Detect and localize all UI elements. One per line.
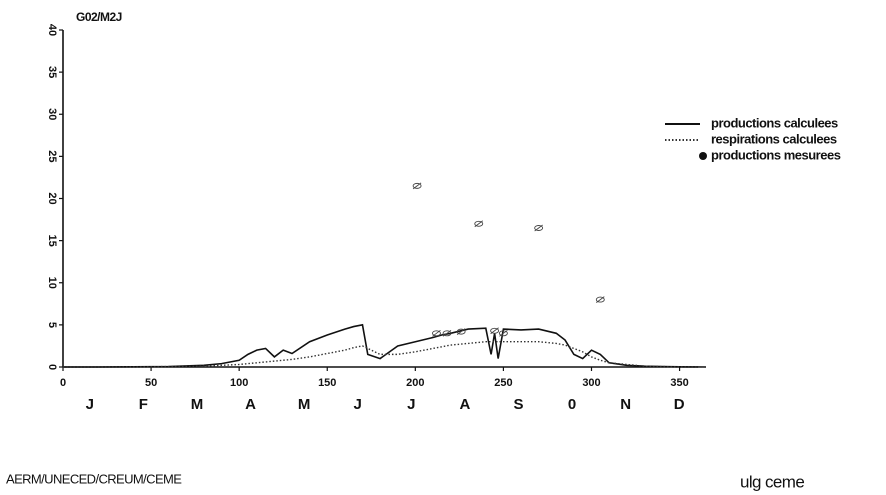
y-tick-label: 20 [46, 192, 58, 204]
measured-point [595, 296, 605, 303]
x-tick-label: 250 [494, 377, 512, 389]
point-slash [490, 327, 499, 335]
month-label: A [459, 396, 470, 413]
month-label: S [513, 396, 523, 413]
point-slash [432, 329, 441, 337]
x-tick-label: 350 [670, 377, 688, 389]
y-tick-label: 25 [46, 150, 58, 162]
x-tick-label: 200 [406, 377, 424, 389]
legend-label: productions calculees [711, 115, 838, 130]
point-slash [412, 182, 422, 190]
measured-point [490, 327, 500, 335]
point-slash [596, 296, 605, 303]
month-label: J [407, 396, 415, 413]
month-label: A [245, 396, 256, 413]
point-ring [534, 225, 544, 231]
measured-point [456, 328, 466, 335]
measured-point [534, 224, 544, 232]
measured-point [442, 329, 452, 337]
point-ring [490, 327, 500, 334]
point-ring [456, 328, 466, 335]
y-tick-label: 30 [46, 108, 58, 120]
series-line [63, 323, 707, 368]
month-label: M [191, 396, 204, 413]
x-tick-label: 300 [582, 377, 600, 389]
point-slash [499, 329, 508, 337]
y-tick-label: 10 [46, 277, 58, 289]
month-label: J [354, 396, 362, 413]
month-label: J [86, 396, 94, 413]
month-label: D [674, 396, 685, 413]
legend-symbol [699, 152, 707, 160]
month-label: 0 [568, 396, 576, 413]
x-tick-label: 0 [60, 377, 66, 389]
point-ring [442, 330, 452, 337]
legend-label: productions mesurees [711, 147, 841, 162]
measured-point [432, 329, 441, 337]
series-line [63, 341, 707, 368]
point-ring [498, 330, 508, 337]
point-ring [432, 330, 441, 337]
point-slash [534, 224, 543, 232]
y-tick-label: 5 [46, 322, 58, 328]
point-slash [442, 329, 452, 337]
point-slash [474, 220, 484, 228]
legend-label: respirations calculees [711, 131, 837, 146]
y-tick-label: 0 [46, 364, 58, 370]
point-ring [595, 296, 605, 303]
point-ring [474, 220, 484, 227]
footer-left: AERM/UNECED/CREUM/CEME [6, 471, 182, 486]
measured-point [412, 182, 422, 190]
measured-point [498, 329, 508, 337]
month-label: N [620, 396, 631, 413]
y-tick-label: 40 [46, 24, 58, 36]
x-tick-label: 100 [230, 377, 248, 389]
month-label: F [139, 396, 148, 413]
y-tick-label: 35 [46, 66, 58, 78]
x-tick-label: 150 [318, 377, 336, 389]
footer-right: ulg ceme [740, 472, 804, 491]
point-ring [412, 182, 422, 189]
x-tick-label: 50 [145, 377, 157, 389]
y-axis-label: G02/M2J [76, 10, 122, 24]
point-slash [456, 328, 466, 335]
measured-point [474, 220, 484, 228]
month-label: M [298, 396, 311, 413]
y-tick-label: 15 [46, 235, 58, 247]
